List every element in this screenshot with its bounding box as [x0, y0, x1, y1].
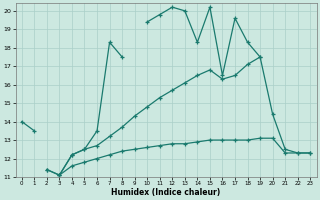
X-axis label: Humidex (Indice chaleur): Humidex (Indice chaleur): [111, 188, 221, 197]
